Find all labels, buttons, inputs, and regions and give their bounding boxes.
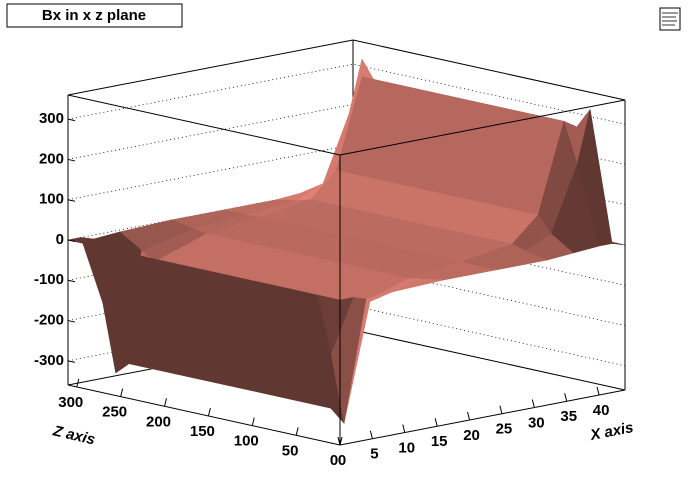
z-tick bbox=[164, 398, 168, 407]
z-tick-label: 150 bbox=[190, 423, 215, 440]
y-tick-label: -100 bbox=[34, 271, 64, 288]
x-tick-label: 25 bbox=[496, 421, 513, 438]
y-tick bbox=[67, 239, 76, 242]
legend-icon bbox=[659, 7, 681, 31]
grid-line bbox=[67, 184, 626, 246]
box-edge bbox=[67, 39, 354, 96]
x-tick-label: 10 bbox=[398, 439, 415, 456]
z-tick bbox=[120, 388, 124, 397]
x-tick bbox=[596, 386, 600, 396]
x-tick bbox=[402, 424, 406, 433]
y-tick bbox=[67, 199, 76, 202]
x-tick-label: 35 bbox=[560, 408, 577, 425]
box-edge bbox=[339, 99, 626, 156]
box-edge bbox=[67, 94, 341, 156]
z-tick-label: 100 bbox=[234, 433, 259, 450]
x-tick-label: 5 bbox=[370, 446, 378, 463]
z-tick-label: 300 bbox=[58, 394, 83, 411]
title-box bbox=[6, 3, 183, 28]
grid-line bbox=[67, 144, 626, 206]
x-tick-label: 40 bbox=[593, 402, 610, 419]
z-tick bbox=[76, 378, 80, 388]
y-tick-label: -200 bbox=[34, 312, 64, 329]
x-tick bbox=[369, 430, 373, 439]
y-tick bbox=[67, 360, 76, 363]
x-tick-label: 20 bbox=[463, 427, 480, 444]
x-tick-label: 15 bbox=[431, 433, 448, 450]
x-tick bbox=[499, 405, 503, 414]
z-tick bbox=[295, 427, 299, 436]
y-tick bbox=[67, 158, 76, 162]
box-edge bbox=[352, 39, 626, 101]
grid-line bbox=[67, 103, 626, 165]
y-tick-label: 200 bbox=[39, 150, 64, 167]
x-tick bbox=[564, 393, 568, 402]
x-tick bbox=[337, 436, 341, 446]
z-tick-label: 200 bbox=[146, 413, 171, 430]
surface-patch bbox=[317, 294, 354, 355]
z-tick bbox=[339, 436, 343, 446]
z-tick bbox=[207, 407, 211, 417]
surface bbox=[67, 58, 626, 425]
z-tick-label: 0 bbox=[330, 452, 338, 469]
box-edge bbox=[352, 329, 626, 391]
x-tick bbox=[434, 418, 438, 427]
z-tick bbox=[251, 417, 255, 426]
x-tick bbox=[531, 399, 535, 408]
y-tick-label: 100 bbox=[39, 191, 64, 208]
box-front bbox=[67, 39, 626, 446]
x-tick-label: 30 bbox=[528, 414, 545, 431]
z-tick-label: 50 bbox=[282, 442, 299, 459]
y-tick bbox=[67, 320, 76, 323]
y-tick-label: 300 bbox=[39, 110, 64, 127]
box-edge bbox=[339, 389, 626, 446]
box-edge bbox=[67, 384, 341, 446]
x-tick bbox=[467, 411, 471, 421]
y-tick-label: 0 bbox=[56, 231, 64, 248]
y-tick-label: -300 bbox=[34, 352, 64, 369]
chart-title: Bx in x z plane bbox=[42, 7, 146, 24]
y-tick bbox=[67, 118, 76, 122]
y-tick bbox=[67, 279, 76, 283]
x-tick-label: 0 bbox=[338, 452, 346, 469]
grid-line bbox=[67, 63, 626, 125]
z-tick-label: 250 bbox=[102, 404, 127, 421]
